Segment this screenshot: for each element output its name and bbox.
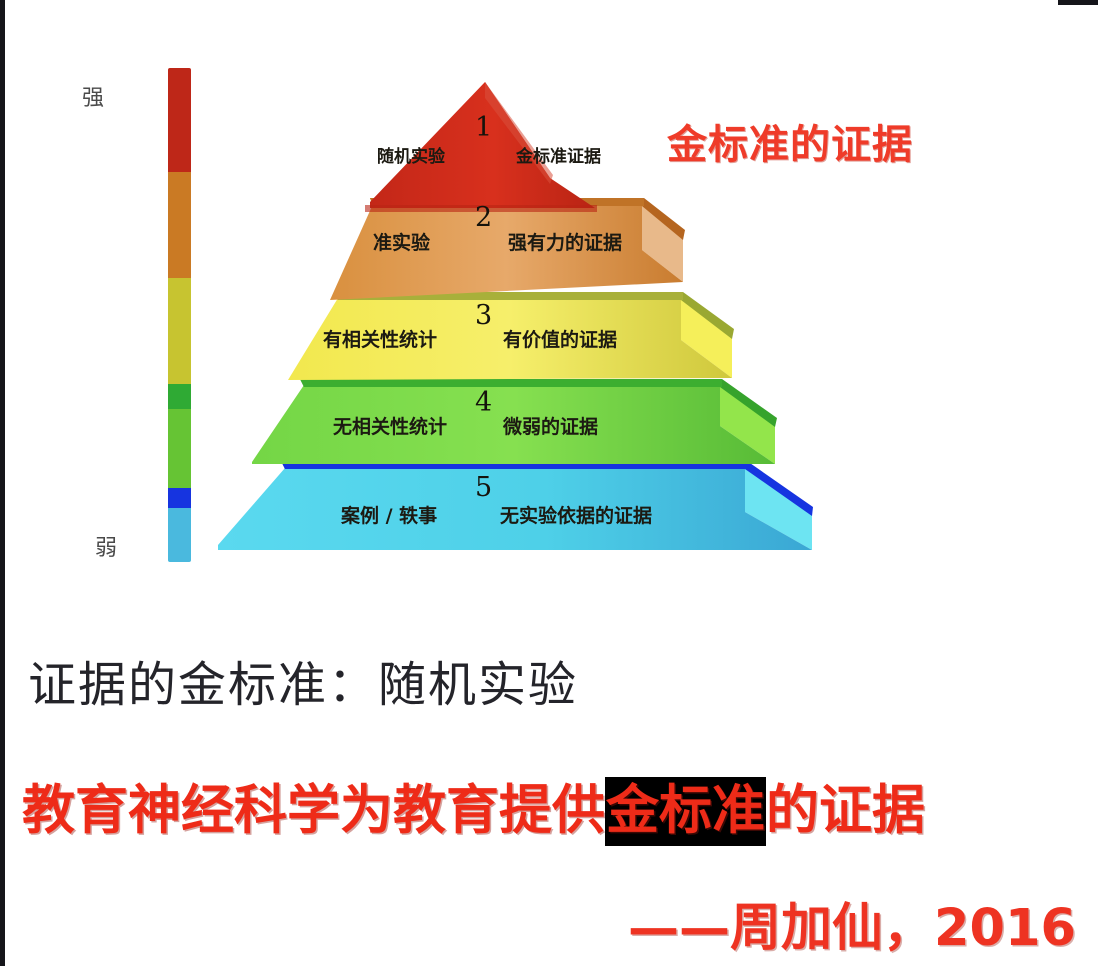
evidence-pyramid: 1 2 3 4 5 随机实验 准实验 有相关性统计 无相关性统计 案例 / 轶事…: [205, 60, 845, 570]
scale-segment-dark-green: [168, 384, 191, 409]
headline-line: 教育神经科学为教育提供金标准的证据: [22, 768, 925, 846]
scale-segment-green: [168, 408, 191, 488]
tier-3-left-label: 有相关性统计: [323, 329, 438, 351]
tier-number-3: 3: [475, 300, 493, 331]
scale-segment-cyan: [168, 507, 191, 562]
headline-highlight: 金标准: [605, 777, 766, 846]
evidence-pyramid-graphic: [218, 82, 813, 550]
tier-1-right-label: 金标准证据: [516, 147, 601, 167]
gold-standard-callout: 金标准的证据: [667, 122, 913, 168]
tier-1-left-label: 随机实验: [377, 147, 445, 167]
scale-label-weak: 弱: [95, 536, 118, 561]
tier-2-right-label: 强有力的证据: [508, 232, 623, 254]
tier-number-4: 4: [475, 387, 493, 418]
scale-segment-red: [168, 68, 191, 172]
scale-segment-blue: [168, 487, 191, 508]
tier-4-left-label: 无相关性统计: [333, 416, 448, 438]
tier-2-left-label: 准实验: [373, 232, 431, 254]
headline-part2: 的证据: [766, 780, 925, 841]
scale-segment-olive: [168, 277, 191, 385]
scale-label-strong: 强: [82, 86, 105, 111]
tier-5-left-label: 案例 / 轶事: [341, 505, 438, 527]
frame-edge-top-right: [1058, 0, 1098, 5]
tier-3-right-label: 有价值的证据: [503, 329, 618, 351]
tier-4-right-label: 微弱的证据: [503, 416, 599, 438]
evidence-strength-scale-bar: [168, 68, 191, 562]
scale-segment-orange: [168, 171, 191, 278]
subtitle-line: 证据的金标准：随机实验: [28, 657, 579, 713]
frame-edge-left: [0, 0, 5, 966]
tier-5-right-label: 无实验依据的证据: [500, 505, 653, 527]
tier-number-1: 1: [475, 112, 493, 143]
tier-number-2: 2: [475, 202, 493, 233]
attribution-line: ——周加仙，2016: [628, 899, 1076, 958]
tier-number-5: 5: [475, 472, 493, 503]
headline-part1: 教育神经科学为教育提供: [22, 780, 605, 841]
